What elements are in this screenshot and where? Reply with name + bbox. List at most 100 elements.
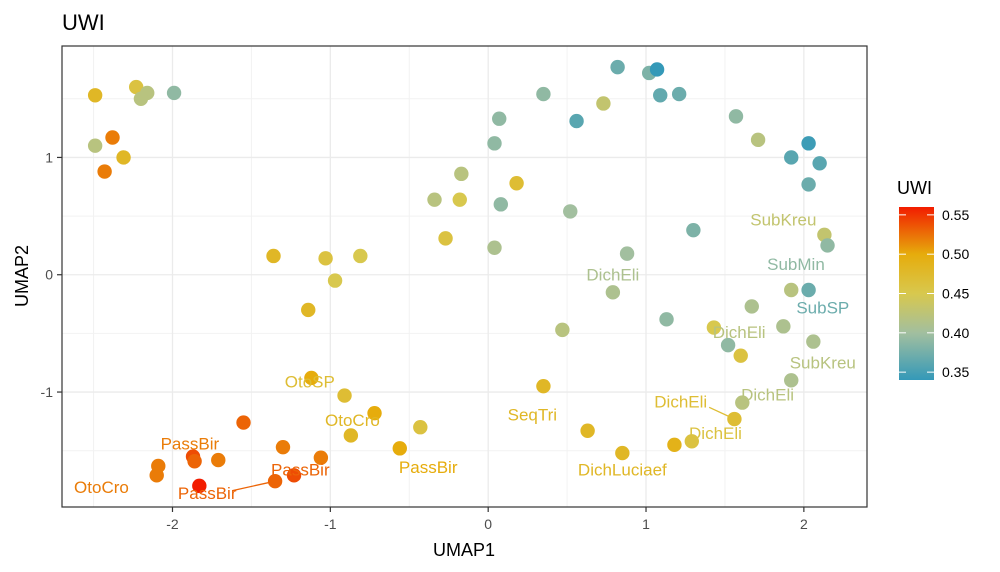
data-point	[105, 130, 120, 145]
data-point	[686, 222, 701, 238]
x-axis-title: UMAP1	[433, 540, 495, 560]
point-label: SubKreu	[750, 211, 816, 230]
point-labels: SubKreu SubMin SubSP DichEli DichEli SubKreu D…	[74, 211, 856, 503]
x-tick-label: 0	[484, 516, 492, 532]
data-point	[536, 86, 551, 102]
data-point	[784, 373, 799, 388]
point-label: SeqTri	[508, 405, 557, 424]
data-point	[187, 454, 202, 469]
data-point	[649, 62, 665, 77]
point-label: PassBir	[178, 484, 237, 503]
data-point	[327, 273, 343, 288]
y-tick-label: -1	[41, 384, 54, 400]
data-point	[427, 192, 442, 207]
data-points	[87, 59, 835, 494]
data-point	[744, 299, 759, 314]
data-point	[750, 132, 766, 148]
data-point	[438, 231, 453, 246]
data-point	[353, 248, 368, 264]
y-tick-label: 1	[45, 149, 53, 165]
chart-title: UWI	[62, 10, 105, 35]
point-label: PassBir	[271, 460, 330, 479]
x-tick-label: 1	[642, 516, 650, 532]
point-label: DichEli	[654, 392, 707, 411]
point-label: OtoCro	[325, 411, 380, 430]
data-point	[801, 282, 816, 298]
data-point	[128, 79, 144, 95]
data-point	[667, 437, 682, 453]
data-point	[610, 59, 625, 75]
legend-ticks: 0.35 0.40 0.45 0.50 0.55	[899, 207, 969, 380]
data-point	[367, 405, 382, 421]
data-point	[653, 88, 668, 103]
plot-panel: SubKreu SubMin SubSP DichEli DichEli SubKreu D…	[61, 45, 868, 508]
data-point	[720, 337, 736, 353]
legend-tick-label: 0.50	[942, 246, 969, 262]
x-tick-label: -2	[166, 516, 179, 532]
data-point	[801, 177, 816, 192]
point-label: DichEli	[741, 385, 794, 404]
point-label: PassBir	[161, 435, 220, 454]
data-point	[133, 91, 149, 106]
data-point	[337, 388, 352, 403]
legend-title: UWI	[897, 178, 932, 198]
data-point	[615, 445, 630, 461]
data-point	[784, 150, 799, 165]
data-point	[728, 109, 744, 124]
data-point	[784, 282, 799, 298]
data-point	[275, 439, 291, 455]
point-label: SubKreu	[790, 354, 856, 373]
data-point	[492, 111, 507, 126]
data-point	[735, 395, 750, 410]
data-point	[149, 468, 164, 483]
data-point	[569, 113, 584, 129]
data-point	[454, 166, 469, 182]
point-label: DichLuciaef	[578, 460, 667, 479]
data-point	[706, 320, 722, 335]
point-label: SubSP	[796, 299, 849, 318]
point-label: PassBir	[399, 458, 458, 477]
data-point	[812, 156, 827, 171]
data-point	[97, 164, 112, 179]
data-point	[236, 415, 251, 430]
data-point	[301, 302, 316, 318]
data-point	[166, 85, 182, 101]
data-point	[116, 150, 131, 165]
data-point	[87, 88, 103, 103]
data-point	[313, 450, 329, 465]
y-axis: -1 0 1	[41, 149, 62, 400]
legend-tick-label: 0.55	[942, 207, 969, 223]
data-point	[580, 423, 595, 438]
point-label: DichEli	[586, 266, 639, 285]
data-point	[211, 452, 226, 468]
data-point	[286, 468, 302, 483]
x-tick-label: 2	[800, 516, 808, 532]
data-point	[192, 478, 207, 494]
data-point	[509, 176, 524, 191]
y-axis-title: UMAP2	[12, 245, 32, 307]
data-point	[619, 246, 635, 261]
data-point	[493, 197, 509, 212]
data-point	[605, 285, 621, 300]
x-axis: -2 -1 0 1 2	[166, 507, 808, 532]
data-point	[343, 428, 359, 443]
data-point	[87, 138, 103, 153]
data-point	[536, 378, 551, 394]
data-point	[487, 136, 502, 151]
data-point	[304, 370, 319, 386]
leader-line	[232, 480, 276, 492]
point-label: DichEli	[689, 424, 742, 443]
data-point	[266, 248, 281, 264]
data-point	[806, 334, 821, 349]
data-point	[555, 322, 570, 338]
legend-tick-label: 0.40	[942, 325, 969, 341]
x-tick-label: -1	[324, 516, 337, 532]
data-point	[596, 96, 611, 111]
point-label: DichEli	[713, 323, 766, 342]
data-point	[820, 238, 835, 253]
point-label: OtoCro	[74, 478, 129, 497]
data-point	[733, 348, 748, 363]
data-point	[563, 204, 578, 219]
data-point	[267, 473, 283, 489]
data-point	[318, 251, 333, 266]
